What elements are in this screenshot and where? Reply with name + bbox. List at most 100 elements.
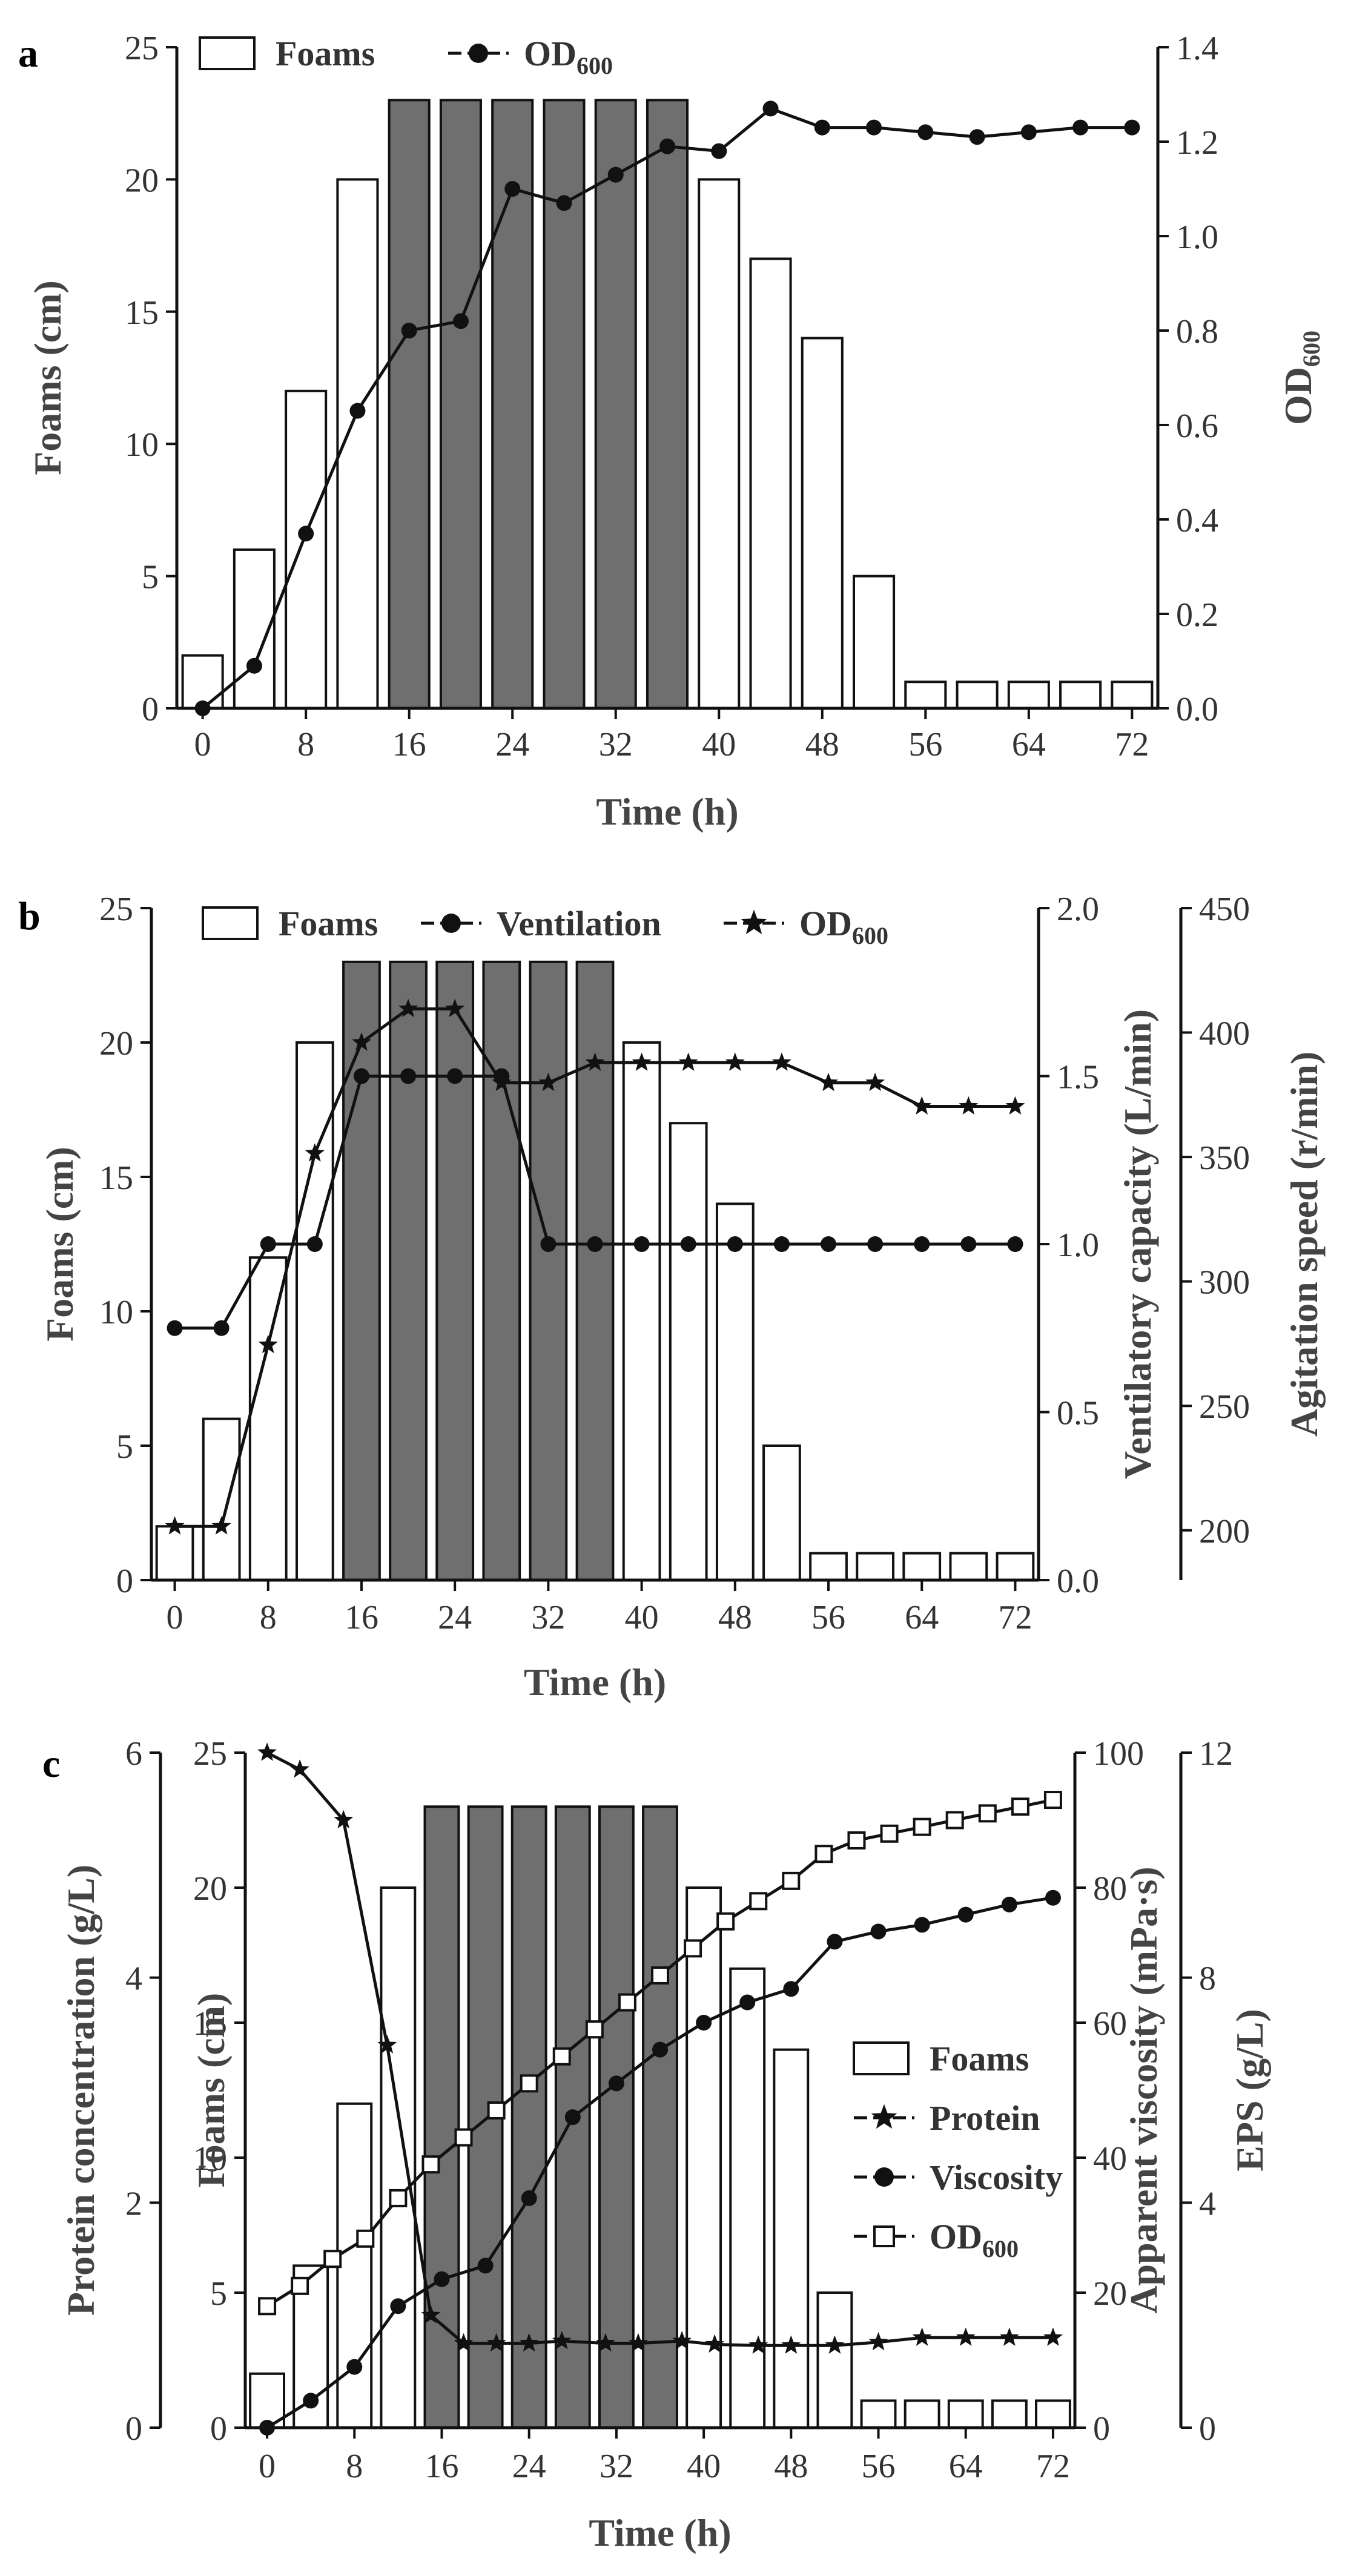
foam-bar	[439, 99, 482, 710]
foam-bar	[510, 1805, 547, 2429]
data-point	[1045, 1889, 1061, 1906]
data-point	[454, 2333, 474, 2352]
x-tick-label: 48	[774, 2448, 808, 2485]
right-axis-title: OD600	[1277, 331, 1325, 425]
foam-bar	[860, 2399, 897, 2429]
data-point	[727, 1236, 743, 1252]
data-point	[538, 1072, 558, 1092]
right-tick-label: 450	[1199, 891, 1250, 928]
right-tick-label: 2.0	[1057, 891, 1099, 928]
left-axis-title: Foams (cm)	[190, 1993, 233, 2188]
data-point	[258, 1334, 278, 1354]
x-axis-title: Time (h)	[524, 1661, 666, 1704]
outer-left-tick-label: 6	[125, 1735, 142, 1773]
data-point	[814, 1845, 833, 1863]
right-tick-label: 0.5	[1057, 1395, 1099, 1432]
data-point	[880, 1824, 899, 1843]
left-tick-label: 25	[99, 891, 133, 928]
x-tick-label: 64	[905, 1599, 939, 1636]
data-point	[1124, 119, 1140, 136]
data-point	[867, 1236, 884, 1252]
data-point	[618, 1993, 636, 2012]
data-point	[659, 138, 675, 154]
data-point	[390, 2298, 406, 2314]
data-point	[298, 525, 314, 542]
data-point	[825, 2335, 845, 2354]
right-tick-label: 0	[1093, 2410, 1110, 2448]
panel-label-c: c	[42, 1742, 60, 1786]
data-point	[377, 2035, 397, 2054]
right-tick-label: 0.6	[1176, 407, 1218, 445]
legend-marker	[874, 2167, 894, 2187]
data-point	[487, 2101, 506, 2120]
legend-swatch-bar	[199, 36, 256, 70]
data-point	[866, 119, 882, 136]
right-tick-label: 250	[1199, 1388, 1250, 1426]
x-tick-label: 56	[862, 2448, 896, 2485]
data-point	[552, 2331, 572, 2350]
foam-bar	[1059, 680, 1102, 710]
right-tick-label: 20	[1093, 2275, 1127, 2313]
foam-bar	[698, 178, 741, 710]
data-point	[762, 100, 779, 117]
foam-bar	[762, 1444, 801, 1581]
data-point	[684, 1939, 702, 1958]
left-tick-label: 0	[210, 2410, 227, 2448]
data-point	[725, 1052, 745, 1071]
data-point	[870, 1923, 887, 1940]
data-point	[781, 2335, 801, 2354]
foam-bar	[435, 960, 475, 1582]
foam-bar	[956, 680, 999, 710]
data-point	[486, 2333, 506, 2352]
data-point	[1043, 1791, 1062, 1810]
data-point	[956, 2327, 976, 2346]
foam-bar	[155, 1525, 194, 1581]
data-point	[246, 657, 262, 674]
outer-left-tick-label: 4	[125, 1960, 142, 1998]
data-point	[711, 143, 727, 159]
foam-bar	[996, 1552, 1035, 1582]
x-tick-label: 32	[531, 1599, 565, 1636]
data-point	[1072, 119, 1089, 136]
foam-bar	[594, 99, 637, 710]
left-tick-label: 20	[193, 1870, 227, 1908]
data-point	[587, 1236, 603, 1252]
data-point	[552, 2047, 571, 2066]
data-point	[401, 323, 417, 338]
data-point	[400, 1068, 417, 1084]
right-tick-label: 1.0	[1057, 1227, 1099, 1264]
data-point	[323, 2250, 342, 2268]
data-point	[652, 2041, 668, 2058]
legend-swatch-bar	[202, 906, 259, 940]
right-tick-label: 80	[1093, 1870, 1127, 1908]
data-point	[773, 1236, 790, 1252]
foam-bar	[388, 99, 431, 710]
panel-label-a: a	[18, 31, 38, 76]
left-tick-label: 20	[99, 1025, 133, 1062]
right-tick-label: 8	[1199, 1960, 1216, 1998]
foam-bar	[801, 337, 844, 710]
data-point	[194, 700, 211, 716]
panel-a: a 0 8 16 24 32 40 48 56 64 72 Time (h) 0 5 10 15 20 25 Fo…	[18, 30, 1325, 833]
foam-bar	[543, 99, 586, 710]
data-point	[349, 403, 366, 419]
data-point	[783, 1981, 799, 1997]
data-point	[814, 119, 830, 136]
data-point	[680, 1236, 696, 1252]
data-point	[519, 2333, 539, 2352]
foam-bar	[598, 1805, 635, 2429]
foam-bar	[642, 1805, 678, 2429]
left-tick-label: 10	[193, 2140, 227, 2178]
x-tick-label: 64	[1012, 726, 1046, 763]
data-point	[608, 2075, 624, 2092]
foam-bar	[529, 960, 568, 1582]
data-point	[651, 1966, 669, 1985]
outer-left-axis-title: Protein concentration (g/L)	[59, 1865, 102, 2316]
data-point	[305, 1143, 325, 1162]
data-point	[749, 1892, 768, 1911]
data-point	[346, 2359, 363, 2375]
right-tick-label: 100	[1093, 1735, 1144, 1773]
foam-bar	[380, 1886, 417, 2429]
legend-label: OD600	[799, 904, 888, 949]
